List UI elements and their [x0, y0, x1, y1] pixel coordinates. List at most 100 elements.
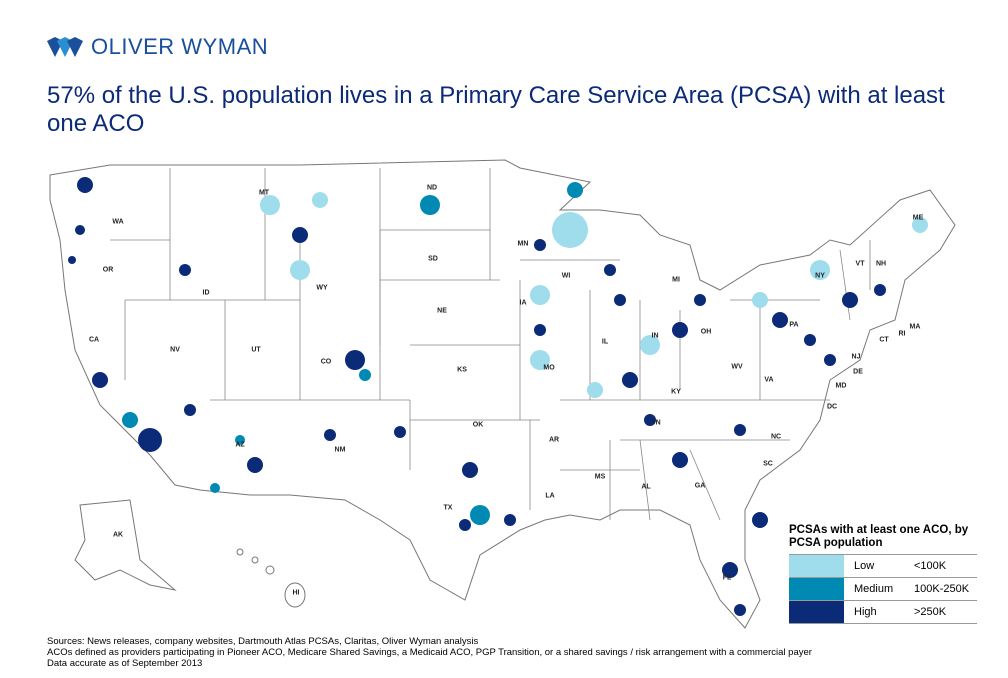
state-label-il: IL: [601, 338, 609, 346]
state-label-va: VA: [764, 376, 774, 384]
aco-region-high: [734, 424, 746, 436]
footnotes: Sources: News releases, company websites…: [47, 636, 812, 669]
us-landmass: [49, 159, 956, 629]
aco-region-high: [722, 562, 738, 578]
state-label-mn: MN: [517, 240, 529, 248]
aco-region-high: [138, 428, 162, 452]
aco-region-high: [77, 177, 93, 193]
aco-region-medium: [567, 182, 583, 198]
brand-name: OLIVER WYMAN: [91, 34, 269, 59]
state-label-ct: CT: [879, 336, 889, 344]
state-label-ia: IA: [519, 299, 527, 307]
aco-region-high: [75, 225, 85, 235]
hawaii-outline: [236, 548, 306, 608]
footnote-date: Data accurate as of September 2013: [47, 658, 203, 669]
aco-region-low: [530, 285, 550, 305]
aco-region-medium: [359, 369, 371, 381]
state-label-mo: MO: [543, 364, 555, 372]
state-label-ar: AR: [548, 436, 560, 444]
oliver-wyman-logo-icon: [47, 37, 83, 57]
aco-region-medium: [235, 435, 245, 445]
state-label-ms: MS: [594, 473, 606, 481]
legend-item-medium: Medium 100K-250K: [789, 577, 977, 600]
aco-region-high: [184, 404, 196, 416]
state-label-mi: MI: [672, 276, 680, 284]
page-title: 57% of the U.S. population lives in a Pr…: [47, 82, 945, 137]
footnote-sources: Sources: News releases, company websites…: [47, 636, 479, 647]
state-border: [639, 439, 651, 521]
state-label-oh: OH: [700, 328, 712, 336]
aco-region-high: [644, 414, 656, 426]
aco-region-high: [68, 256, 76, 264]
aco-region-high: [394, 426, 406, 438]
state-label-nh: NH: [875, 260, 887, 268]
aco-region-high: [459, 519, 471, 531]
state-border: [839, 249, 851, 321]
aco-region-high: [734, 604, 746, 616]
state-label-ak: AK: [112, 531, 124, 539]
state-label-wi: WI: [561, 272, 571, 280]
aco-region-high: [462, 462, 478, 478]
state-label-pa: PA: [789, 321, 799, 329]
state-label-ks: KS: [457, 366, 467, 374]
legend-item-low: Low <100K: [789, 554, 977, 577]
footnote-definition: ACOs defined as providers participating …: [47, 647, 812, 658]
aco-region-medium: [470, 505, 490, 525]
state-label-tn: TN: [651, 419, 661, 427]
aco-region-high: [247, 457, 263, 473]
aco-region-high: [772, 312, 788, 328]
legend-range: 100K-250K: [914, 583, 970, 595]
state-label-az: AZ: [235, 441, 245, 449]
legend-swatch-high: [789, 601, 844, 623]
aco-region-high: [804, 334, 816, 346]
aco-region-low: [290, 260, 310, 280]
legend-label: High: [854, 606, 877, 618]
aco-pcsa-regions: [68, 177, 928, 616]
aco-region-low: [530, 350, 550, 370]
aco-region-high: [672, 322, 688, 338]
aco-region-high: [874, 284, 886, 296]
state-label-ut: UT: [251, 346, 261, 354]
state-label-fl: FL: [722, 574, 732, 582]
state-label-nv: NV: [170, 346, 180, 354]
aco-region-high: [672, 452, 688, 468]
aco-region-high: [534, 239, 546, 251]
aco-region-low: [810, 260, 830, 280]
legend: PCSAs with at least one ACO, by PCSA pop…: [789, 524, 977, 624]
aco-region-medium: [122, 412, 138, 428]
contiguous-us-outline: [49, 159, 956, 629]
state-label-in: IN: [651, 332, 659, 340]
aco-region-low: [312, 192, 328, 208]
state-label-wa: WA: [112, 218, 124, 226]
state-label-nd: ND: [426, 184, 438, 192]
legend-swatch-medium: [789, 578, 844, 600]
aco-region-high: [614, 294, 626, 306]
state-label-id: ID: [202, 289, 210, 297]
aco-region-low: [260, 195, 280, 215]
state-label-ok: OK: [472, 421, 484, 429]
legend-label: Medium: [854, 583, 894, 595]
legend-range: <100K: [914, 560, 947, 572]
aco-region-high: [292, 227, 308, 243]
state-label-ma: MA: [909, 323, 921, 331]
state-label-ky: KY: [671, 388, 681, 396]
state-label-ri: RI: [898, 330, 906, 338]
state-label-vt: VT: [855, 260, 865, 268]
aco-region-high: [345, 350, 365, 370]
state-label-de: DE: [853, 368, 863, 376]
legend-label: Low: [854, 560, 875, 572]
state-label-wy: WY: [316, 284, 328, 292]
state-label-wv: WV: [731, 363, 743, 371]
alaska-outline: [74, 499, 177, 591]
aco-region-high: [534, 324, 546, 336]
aco-region-high: [604, 264, 616, 276]
state-label-co: CO: [320, 358, 332, 366]
aco-region-medium: [420, 195, 440, 215]
aco-region-high: [842, 292, 858, 308]
state-label-ny: NY: [815, 272, 825, 280]
state-label-ne: NE: [437, 307, 447, 315]
state-label-hi: HI: [292, 589, 300, 597]
legend-item-high: High >250K: [789, 600, 977, 624]
